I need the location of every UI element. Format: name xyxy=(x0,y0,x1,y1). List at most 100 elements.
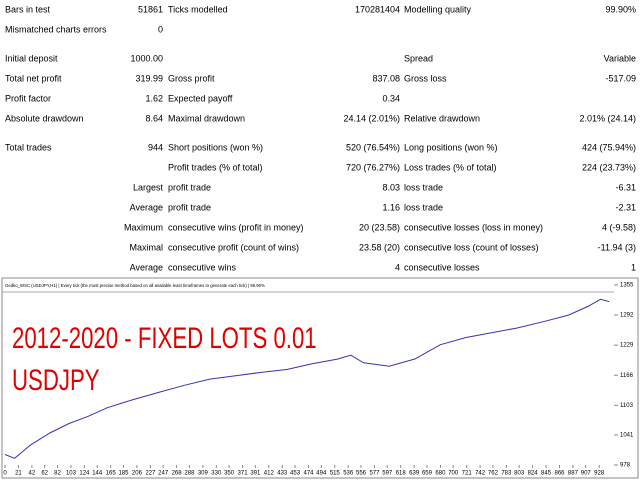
report-label: consecutive wins (profit in money) xyxy=(168,222,304,232)
x-tick-label: 330 xyxy=(211,471,222,477)
report-label: Absolute drawdown xyxy=(5,113,84,123)
x-tick-label: 247 xyxy=(158,471,169,477)
report-label: consecutive loss (count of losses) xyxy=(404,242,539,252)
report-value: 51861 xyxy=(138,4,163,14)
report-value: 2.01% (24.14) xyxy=(579,113,636,123)
report-label: Gross loss xyxy=(404,73,447,83)
x-tick-label: 907 xyxy=(581,471,592,477)
report-value: 837.08 xyxy=(372,73,400,83)
x-tick-label: 762 xyxy=(488,471,499,477)
y-tick-label: 1166 xyxy=(620,373,634,379)
x-tick-label: 185 xyxy=(118,471,129,477)
x-tick-label: 62 xyxy=(41,471,48,477)
x-tick-label: 845 xyxy=(541,471,552,477)
report-value: 424 (75.94%) xyxy=(582,142,636,152)
chart-title: Gedko_WSC (USDJPY,H1) | Every tick (the … xyxy=(5,283,265,288)
x-tick-label: 124 xyxy=(79,471,90,477)
report-value: 1 xyxy=(631,262,636,272)
x-tick-label: 536 xyxy=(343,471,354,477)
report-label: Loss trades (% of total) xyxy=(404,162,497,172)
x-tick-label: 618 xyxy=(396,471,407,477)
report-label: consecutive profit (count of wins) xyxy=(168,242,299,252)
x-tick-label: 453 xyxy=(290,471,301,477)
report-value: 99.90% xyxy=(605,4,636,14)
report-value: -6.31 xyxy=(615,182,636,192)
report-value: 944 xyxy=(148,142,163,152)
report-label: consecutive losses xyxy=(404,262,480,272)
report-label: Maximum xyxy=(124,222,163,232)
report-value: 0.34 xyxy=(382,93,400,103)
x-tick-label: 597 xyxy=(382,471,393,477)
report-label: consecutive wins xyxy=(168,262,237,272)
x-tick-label: 742 xyxy=(475,471,486,477)
report-value: -517.09 xyxy=(605,73,636,83)
report-label: loss trade xyxy=(404,182,443,192)
x-tick-label: 494 xyxy=(316,471,327,477)
report-value: 720 (76.27%) xyxy=(346,162,400,172)
report-value: Variable xyxy=(604,53,636,63)
report-label: Initial deposit xyxy=(5,53,58,63)
report-label: Total net profit xyxy=(5,73,62,83)
y-tick-label: 1229 xyxy=(620,343,634,349)
x-tick-label: 268 xyxy=(172,471,183,477)
x-tick-label: 288 xyxy=(184,471,195,477)
annotation: USDJPY xyxy=(12,363,100,397)
report-value: 1.62 xyxy=(145,93,163,103)
report-label: Short positions (won %) xyxy=(168,142,263,152)
report-value: 24.14 (2.01%) xyxy=(343,113,400,123)
x-tick-label: 82 xyxy=(54,471,61,477)
report-value: -11.94 (3) xyxy=(598,242,636,252)
x-tick-label: 928 xyxy=(594,471,605,477)
x-tick-label: 577 xyxy=(369,471,380,477)
x-tick-label: 412 xyxy=(264,471,275,477)
x-tick-label: 515 xyxy=(330,471,341,477)
report-label: loss trade xyxy=(404,202,443,212)
report-label: consecutive losses (loss in money) xyxy=(404,222,543,232)
x-tick-label: 21 xyxy=(15,471,22,477)
x-tick-label: 42 xyxy=(29,471,36,477)
x-tick-label: 556 xyxy=(356,471,367,477)
report-value: 224 (23.73%) xyxy=(582,162,636,172)
x-tick-label: 165 xyxy=(106,471,117,477)
report-label: Total trades xyxy=(5,142,52,152)
x-tick-label: 824 xyxy=(528,471,539,477)
report-label: profit trade xyxy=(168,202,211,212)
x-tick-label: 887 xyxy=(568,471,579,477)
x-tick-label: 0 xyxy=(3,471,7,477)
report-label: Spread xyxy=(404,53,433,63)
x-tick-label: 474 xyxy=(303,471,314,477)
x-tick-label: 866 xyxy=(554,471,565,477)
annotation: 2012-2020 - FIXED LOTS 0.01 xyxy=(12,321,317,355)
y-tick-label: 1292 xyxy=(620,313,634,319)
y-tick-label: 1041 xyxy=(620,432,634,438)
balance-line xyxy=(4,298,610,459)
report-label: Profit factor xyxy=(5,93,51,103)
report-value: 8.64 xyxy=(145,113,163,123)
x-tick-label: 103 xyxy=(66,471,77,477)
report-value: 4 xyxy=(395,262,400,272)
report-value: 0 xyxy=(158,24,163,34)
report-label: Largest xyxy=(133,182,164,192)
report-label: profit trade xyxy=(168,182,211,192)
x-tick-label: 227 xyxy=(145,471,156,477)
report-label: Average xyxy=(130,202,163,212)
report-label: Expected payoff xyxy=(168,93,233,103)
report-value: 170281404 xyxy=(355,4,400,14)
report-label: Mismatched charts errors xyxy=(5,24,107,34)
y-tick-label: 978 xyxy=(620,463,631,469)
x-tick-label: 144 xyxy=(92,471,103,477)
x-tick-label: 639 xyxy=(409,471,420,477)
x-tick-label: 206 xyxy=(132,471,143,477)
report-label: Maximal xyxy=(129,242,163,252)
report-value: 20 (23.58) xyxy=(359,222,400,232)
chart-frame xyxy=(1,277,639,479)
report-label: Ticks modelled xyxy=(168,4,228,14)
x-tick-label: 391 xyxy=(250,471,261,477)
x-tick-label: 433 xyxy=(277,471,288,477)
y-tick-label: 1103 xyxy=(620,403,634,409)
report-value: 1.16 xyxy=(382,202,400,212)
x-tick-label: 700 xyxy=(448,471,459,477)
x-tick-label: 783 xyxy=(501,471,512,477)
x-tick-label: 803 xyxy=(514,471,525,477)
